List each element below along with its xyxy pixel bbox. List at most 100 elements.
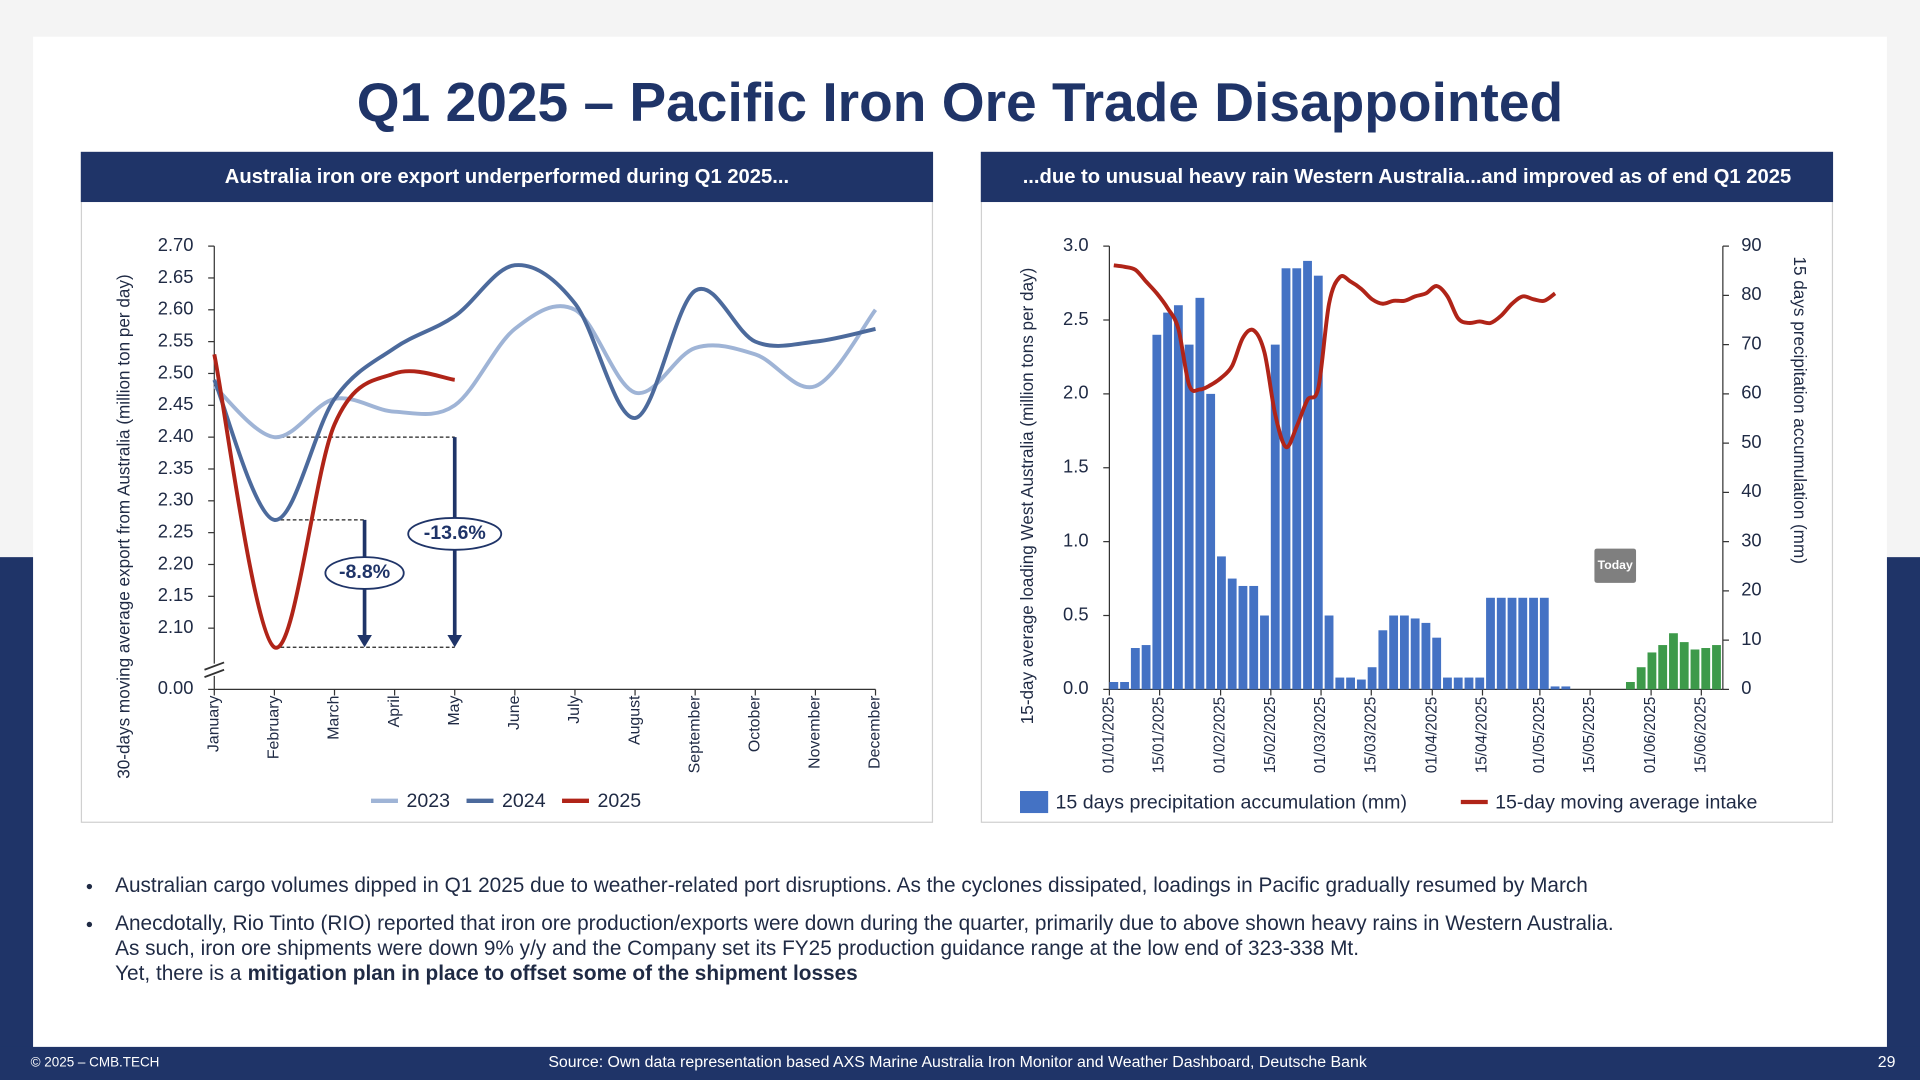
x-tick-label: 01/04/2025 [1423,697,1440,774]
x-tick-label: December [867,695,884,769]
bar [1195,297,1205,690]
bar [1238,585,1248,690]
bullet-dot [86,921,93,928]
bullet-text: Yet, there is a [115,962,242,985]
arrow-head [447,635,463,648]
bullet-dot [86,883,93,890]
bar [1550,686,1560,690]
bar [1249,585,1259,690]
legend-swatch [1020,791,1049,814]
y-tick-label: 2.30 [158,489,194,510]
bar [1270,344,1280,690]
bar [1335,677,1345,690]
annotation-badge [407,517,503,551]
y2-tick-label: 70 [1741,332,1761,353]
annotation-badge [324,556,405,590]
bar [1120,682,1129,690]
bullet-text: Anecdotally, Rio Tinto (RIO) reported th… [115,912,1614,935]
series-line [1113,263,1557,450]
x-tick-label: 15/01/2025 [1151,697,1168,774]
bar [1464,677,1474,690]
bar [1486,597,1495,690]
x-tick-label: 01/03/2025 [1312,697,1329,774]
x-tick-label: 15/02/2025 [1262,697,1279,774]
bar [1184,344,1194,690]
footer-bar [0,1046,1920,1080]
bar [1518,597,1528,690]
x-tick-label: June [506,695,523,730]
bar [1130,648,1140,690]
x-tick-label: April [386,696,403,728]
series-line [212,263,876,522]
series-line [212,353,456,650]
annotation-label: -13.6% [424,522,486,544]
y-tick-label: 2.15 [158,584,194,605]
bar [1701,648,1711,690]
x-tick-label: March [326,696,343,740]
bar [1163,312,1173,690]
y-tick-label: 2.35 [158,457,194,478]
bar [1679,642,1689,690]
bar [1356,679,1366,690]
y-tick-label: 2.60 [158,298,194,319]
y2-tick-label: 20 [1741,579,1761,600]
x-tick-label: 01/05/2025 [1531,697,1548,774]
y2-tick-label: 10 [1741,628,1761,649]
bullet-text: As such, iron ore shipments were down 9%… [115,937,1359,960]
bar [1281,268,1291,690]
x-tick-label: October [746,695,763,752]
bar [1260,615,1269,690]
bar [1367,667,1377,690]
y-tick-label: 0.00 [158,677,194,698]
bar [1227,578,1237,690]
bar [1669,633,1678,690]
y2-tick-label: 0 [1741,677,1751,698]
bar [1399,615,1409,690]
y-tick-label: 2.0 [1063,382,1089,403]
y-tick-label: 2.55 [158,329,194,350]
bar [1647,652,1657,690]
bullet-emphasis: mitigation plan in place to offset some … [248,962,858,985]
legend-label: 2024 [502,790,546,812]
bar [1324,615,1334,690]
y2-tick-label: 60 [1741,382,1761,403]
bar [1496,597,1506,690]
bar [1313,275,1323,690]
bar [1109,682,1119,690]
today-label: Today [1598,558,1633,572]
y-axis-label: 30-days moving average export from Austr… [113,274,133,778]
x-tick-label: 01/06/2025 [1642,697,1659,774]
y2-axis-label: 15 days precipitation accumulation (mm) [1790,256,1810,563]
bar [1625,682,1635,690]
y-tick-label: 2.25 [158,520,194,541]
legend-label: 15-day moving average intake [1495,791,1757,813]
y-tick-label: 1.5 [1063,456,1089,477]
copyright: © 2025 – CMB.TECH [31,1054,160,1069]
legend-label: 2025 [598,790,642,812]
y-tick-label: 2.50 [158,361,194,382]
annotation-label: -8.8% [339,561,390,583]
bar [1346,677,1355,690]
panel [80,151,934,823]
legend-label: 15 days precipitation accumulation (mm) [1056,791,1407,813]
y-tick-label: 3.0 [1063,234,1089,255]
y-tick-label: 1.0 [1063,529,1089,550]
y-tick-label: 2.65 [158,266,194,287]
page-number: 29 [1878,1054,1896,1071]
bar [1690,649,1700,690]
y2-tick-label: 50 [1741,431,1761,452]
bar [1152,334,1162,690]
bar [1292,268,1302,690]
bar [1206,393,1216,690]
y2-tick-label: 40 [1741,480,1761,501]
x-tick-label: August [626,695,643,745]
x-tick-label: November [807,695,824,769]
x-tick-label: February [266,695,283,759]
series-line [212,304,878,440]
y-tick-label: 2.70 [158,234,194,255]
y2-tick-label: 30 [1741,529,1761,550]
x-tick-label: 01/02/2025 [1212,697,1229,774]
arrow-head [357,635,372,648]
legend-label: 2023 [407,790,451,812]
bar [1410,618,1420,690]
